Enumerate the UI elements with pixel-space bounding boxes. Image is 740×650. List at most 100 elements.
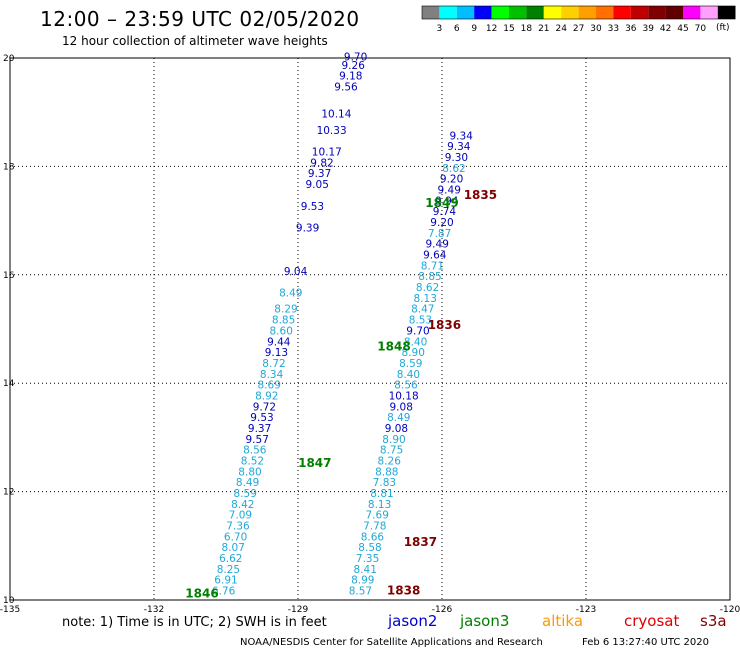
y-tick-label: 14	[3, 379, 15, 389]
x-tick-label: -135	[0, 605, 20, 615]
wave-height-point: 9.56	[334, 82, 358, 94]
wave-height-point: 8.49	[236, 477, 259, 489]
pass-time-label: 1849	[425, 196, 458, 210]
wave-height-point: 8.42	[231, 499, 254, 511]
colorbar-tick-label: 9	[471, 24, 477, 34]
wave-height-point: 8.90	[382, 434, 405, 446]
wave-height-point: 8.49	[387, 412, 410, 424]
wave-height-point: 8.41	[354, 564, 377, 576]
colorbar-swatch	[700, 6, 718, 19]
credit-text: NOAA/NESDIS Center for Satellite Applica…	[240, 637, 543, 648]
wave-height-point: 8.80	[238, 466, 261, 478]
wave-height-point: 10.18	[389, 390, 419, 402]
colorbar-tick-label: 30	[590, 24, 602, 34]
satellite-altika: altika	[542, 612, 583, 630]
colorbar-tick-label: 36	[625, 24, 637, 34]
colorbar-tick-label: 15	[503, 24, 514, 34]
colorbar-swatch	[543, 6, 562, 19]
colorbar-swatch	[648, 6, 666, 19]
y-tick-label: 16	[3, 271, 15, 281]
wave-height-point: 8.66	[361, 531, 385, 543]
wave-height-point: 9.64	[423, 250, 447, 262]
note-text: note: 1) Time is in UTC; 2) SWH is in fe…	[62, 615, 327, 630]
colorbar-frame	[421, 5, 736, 20]
x-tick-label: -132	[144, 605, 164, 615]
x-axis-ticks: -135 -132 -129 -126 -123 -120	[0, 605, 740, 615]
colorbar-swatch	[561, 6, 579, 19]
y-axis-ticks: 10 12 14 16 18 20	[3, 54, 15, 606]
wave-height-point: 9.44	[267, 336, 291, 348]
pass-time-label: 1847	[298, 456, 331, 470]
wave-height-point: 8.90	[402, 347, 425, 359]
wave-height-point: 8.85	[418, 271, 441, 283]
wave-height-point: 9.37	[308, 168, 331, 180]
colorbar-swatch	[474, 6, 492, 19]
y-tick-label: 20	[3, 54, 15, 64]
wave-height-point: 7.83	[373, 477, 396, 489]
colorbar-swatch	[613, 6, 631, 19]
wave-height-point: 6.62	[219, 553, 242, 565]
wave-height-point: 8.71	[421, 260, 444, 272]
wave-height-point: 9.53	[301, 201, 324, 213]
satellite-cryosat: cryosat	[624, 612, 679, 630]
wave-height-point: 8.52	[241, 456, 264, 468]
wave-height-point: 8.40	[397, 369, 420, 381]
wave-height-point: 7.69	[366, 510, 389, 522]
wave-height-point: 9.08	[385, 423, 408, 435]
pass-time-label: 1835	[464, 188, 497, 202]
wave-height-point: 9.53	[250, 412, 273, 424]
colorbar-swatch	[630, 6, 649, 19]
x-tick-label: -129	[288, 605, 309, 615]
pass-time-label: 1848	[377, 340, 410, 354]
wave-height-point: 8.13	[414, 293, 437, 305]
colorbar-unit-label: (ft)	[716, 23, 730, 33]
wave-height-point: 7.36	[226, 521, 250, 533]
y-tick-label: 18	[3, 162, 15, 172]
satellite-jason3: jason3	[459, 612, 509, 630]
wave-height-point: 9.13	[265, 347, 288, 359]
colorbar-tick-label: 18	[521, 24, 533, 34]
satellite-legend: jason2 jason3 altika cryosat s3a	[387, 612, 727, 630]
wave-height-point: 9.30	[445, 152, 468, 164]
wave-height-point: 8.59	[399, 358, 422, 370]
colorbar-tick-label: 21	[538, 24, 549, 34]
wave-height-point: 7.35	[356, 553, 379, 565]
wave-height-point: 9.26	[342, 60, 366, 72]
pass-time-label: 1836	[428, 318, 461, 332]
y-tick-label: 12	[3, 488, 14, 498]
colorbar-tick-label: 6	[454, 24, 460, 34]
colorbar-swatch	[439, 6, 457, 19]
satellite-s3a: s3a	[700, 612, 727, 630]
wave-height-point: 8.72	[262, 358, 285, 370]
wave-height-point: 8.29	[274, 304, 297, 316]
wave-height-point: 9.49	[426, 239, 449, 251]
y-tick-label: 10	[3, 596, 15, 606]
colorbar-swatch	[491, 6, 509, 19]
wave-height-point: 6.70	[224, 531, 247, 543]
wave-height-point: 8.62	[442, 163, 465, 175]
colorbar-tick-label: 45	[677, 24, 688, 34]
wave-height-point: 10.17	[312, 147, 342, 159]
wave-height-point: 8.07	[222, 542, 245, 554]
colorbar-swatch	[509, 6, 527, 19]
colorbar-swatch	[422, 6, 440, 19]
wave-height-point: 9.37	[248, 423, 271, 435]
wave-height-point: 8.88	[375, 466, 398, 478]
wave-height-point: 9.34	[447, 141, 471, 153]
wave-height-point: 9.82	[310, 157, 333, 169]
wave-height-point: 9.57	[246, 434, 269, 446]
wave-height-point: 8.34	[260, 369, 284, 381]
wave-height-point: 9.20	[440, 174, 463, 186]
wave-height-point: 9.49	[438, 185, 461, 197]
wave-height-point: 8.57	[349, 586, 372, 598]
x-tick-label: -126	[432, 605, 453, 615]
wave-height-point: 9.20	[430, 217, 453, 229]
plot-area: -135 -132 -129 -126 -123 -120 10 12 14 16 18 20 6.…	[0, 52, 740, 615]
wave-height-point: 8.56	[394, 380, 418, 392]
colorbar-tick-label: 42	[660, 24, 671, 34]
wave-height-point: 8.99	[351, 575, 374, 587]
generation-timestamp: Feb 6 13:27:40 UTC 2020	[582, 637, 709, 648]
colorbar-swatch	[526, 6, 544, 19]
wave-height-point: 8.85	[272, 315, 295, 327]
